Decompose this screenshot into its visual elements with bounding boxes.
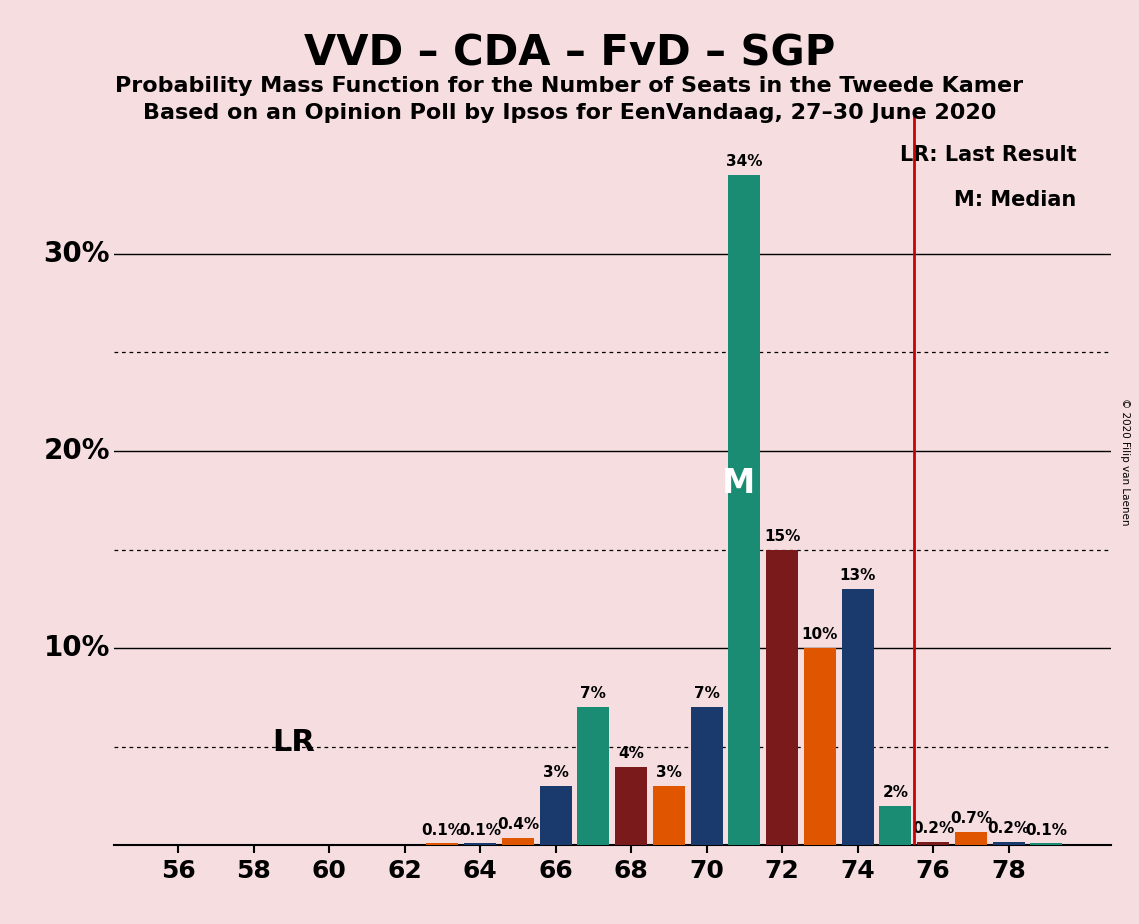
Bar <box>954 832 986 845</box>
Text: 7%: 7% <box>581 687 606 701</box>
Text: 10%: 10% <box>802 627 838 642</box>
Bar <box>653 786 685 845</box>
Bar <box>502 837 534 845</box>
Bar <box>767 550 798 845</box>
Text: 20%: 20% <box>43 437 110 465</box>
Text: 0.2%: 0.2% <box>988 821 1030 835</box>
Text: Based on an Opinion Poll by Ipsos for EenVandaag, 27–30 June 2020: Based on an Opinion Poll by Ipsos for Ee… <box>142 103 997 124</box>
Text: 0.1%: 0.1% <box>459 822 501 837</box>
Text: 4%: 4% <box>618 746 644 760</box>
Text: 30%: 30% <box>43 239 110 268</box>
Text: 0.1%: 0.1% <box>421 822 464 837</box>
Bar <box>842 589 874 845</box>
Text: 0.2%: 0.2% <box>912 821 954 835</box>
Bar <box>1031 844 1063 845</box>
Text: 15%: 15% <box>764 529 801 543</box>
Text: VVD – CDA – FvD – SGP: VVD – CDA – FvD – SGP <box>304 32 835 74</box>
Bar <box>690 708 722 845</box>
Bar <box>804 648 836 845</box>
Text: 7%: 7% <box>694 687 720 701</box>
Text: 0.1%: 0.1% <box>1025 822 1067 837</box>
Text: 0.4%: 0.4% <box>497 817 539 832</box>
Text: 13%: 13% <box>839 568 876 583</box>
Bar <box>992 842 1025 845</box>
Text: 3%: 3% <box>542 765 568 781</box>
Bar <box>464 844 497 845</box>
Text: LR: Last Result: LR: Last Result <box>900 145 1076 165</box>
Bar <box>426 844 458 845</box>
Text: 34%: 34% <box>726 153 763 169</box>
Text: 10%: 10% <box>43 634 110 663</box>
Text: M: M <box>722 468 755 500</box>
Bar <box>917 842 949 845</box>
Bar <box>728 175 761 845</box>
Text: Probability Mass Function for the Number of Seats in the Tweede Kamer: Probability Mass Function for the Number… <box>115 76 1024 96</box>
Text: M: Median: M: Median <box>954 190 1076 211</box>
Text: 0.7%: 0.7% <box>950 810 992 826</box>
Text: © 2020 Filip van Laenen: © 2020 Filip van Laenen <box>1121 398 1130 526</box>
Text: LR: LR <box>272 728 316 758</box>
Bar <box>615 767 647 845</box>
Bar <box>577 708 609 845</box>
Text: 2%: 2% <box>883 785 908 800</box>
Bar <box>879 806 911 845</box>
Bar <box>540 786 572 845</box>
Text: 3%: 3% <box>656 765 682 781</box>
